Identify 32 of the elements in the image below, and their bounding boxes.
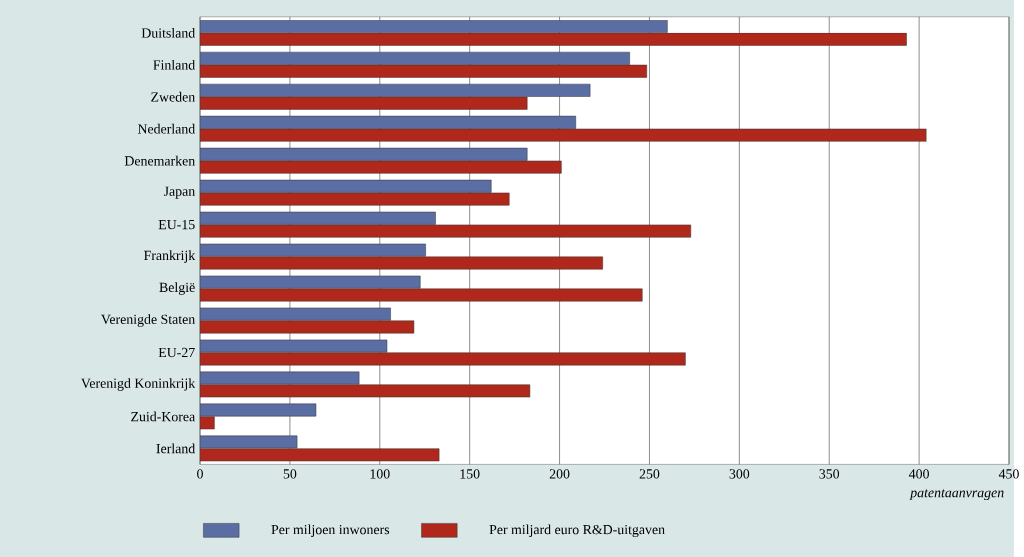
x-tick-label: 200: [549, 468, 570, 479]
x-tick-label: 400: [908, 468, 929, 479]
y-tick-label: Denemarken: [124, 155, 195, 166]
y-tick-label: Verenigde Staten: [101, 313, 195, 327]
y-tick-label: Nederland: [137, 123, 196, 134]
x-tick-label: 450: [998, 468, 1019, 479]
y-tick-label: Finland: [153, 59, 196, 70]
bar: [200, 320, 415, 334]
legend-label: Per miljard euro R&D-uitgaven: [489, 524, 665, 537]
bar: [200, 288, 643, 302]
x-tick-label: 350: [819, 468, 840, 479]
y-tick-label: Ierland: [156, 443, 196, 454]
bar: [200, 403, 317, 417]
x-tick-label: 100: [370, 468, 390, 479]
y-tick-label: Verenigd Koninkrijk: [81, 377, 196, 391]
y-tick-label: Japan: [163, 186, 195, 199]
x-tick-label: 0: [197, 468, 203, 479]
x-tick-label: 250: [639, 468, 660, 479]
x-tick-label: 50: [283, 468, 297, 479]
y-tick-label: EU-27: [158, 347, 195, 357]
x-tick-label: 150: [460, 468, 480, 479]
y-tick-label: Frankrijk: [144, 250, 196, 263]
x-tick-label: 300: [729, 468, 750, 479]
bar: [200, 256, 603, 270]
y-tick-label: België: [159, 282, 195, 295]
x-axis-title: patentaanvragen: [909, 489, 1004, 500]
y-tick-label: Duitsland: [141, 27, 196, 38]
legend-label: Per miljoen inwoners: [271, 524, 390, 537]
y-tick-label: EU-15: [158, 219, 195, 230]
y-tick-label: Zuid-Korea: [131, 411, 196, 422]
bar: [200, 435, 298, 449]
y-tick-label: Zweden: [151, 91, 195, 102]
